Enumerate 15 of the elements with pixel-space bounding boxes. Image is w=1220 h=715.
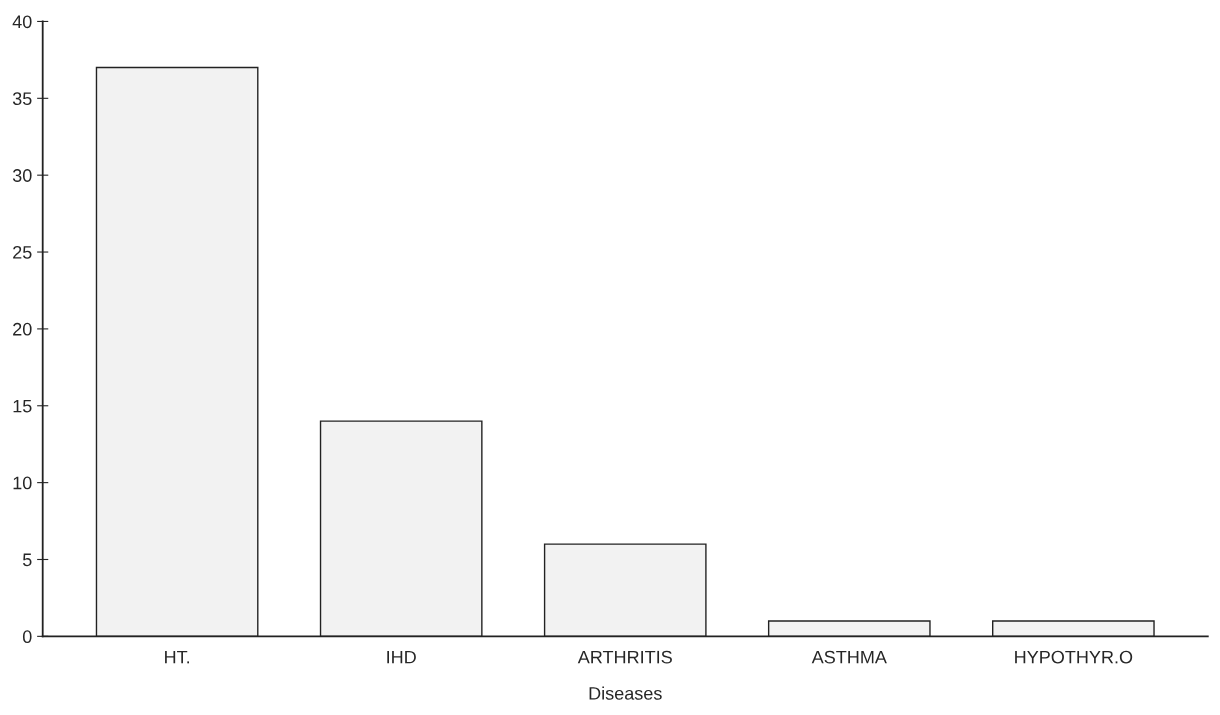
x-tick-label: IHD: [387, 650, 416, 664]
x-tick-label: HT.: [165, 650, 190, 664]
y-tick-label: 30: [12, 169, 32, 182]
y-tick-label: 25: [13, 245, 32, 259]
y-tick-label: 10: [13, 476, 32, 490]
y-tick-label: 35: [12, 92, 32, 106]
x-axis-title: Diseases: [589, 686, 662, 700]
y-tick-label: 5: [22, 553, 32, 567]
y-tick-label: 15: [13, 399, 32, 413]
x-tick-label: ARTHRITIS: [577, 650, 672, 664]
y-tick-label: 20: [13, 322, 32, 336]
y-tick-label: 40: [12, 15, 32, 29]
x-tick-label: ASTHMA: [811, 650, 887, 664]
x-tick-label: HYPOTHYR.O: [1015, 650, 1133, 664]
y-tick-label: 0: [22, 630, 32, 644]
